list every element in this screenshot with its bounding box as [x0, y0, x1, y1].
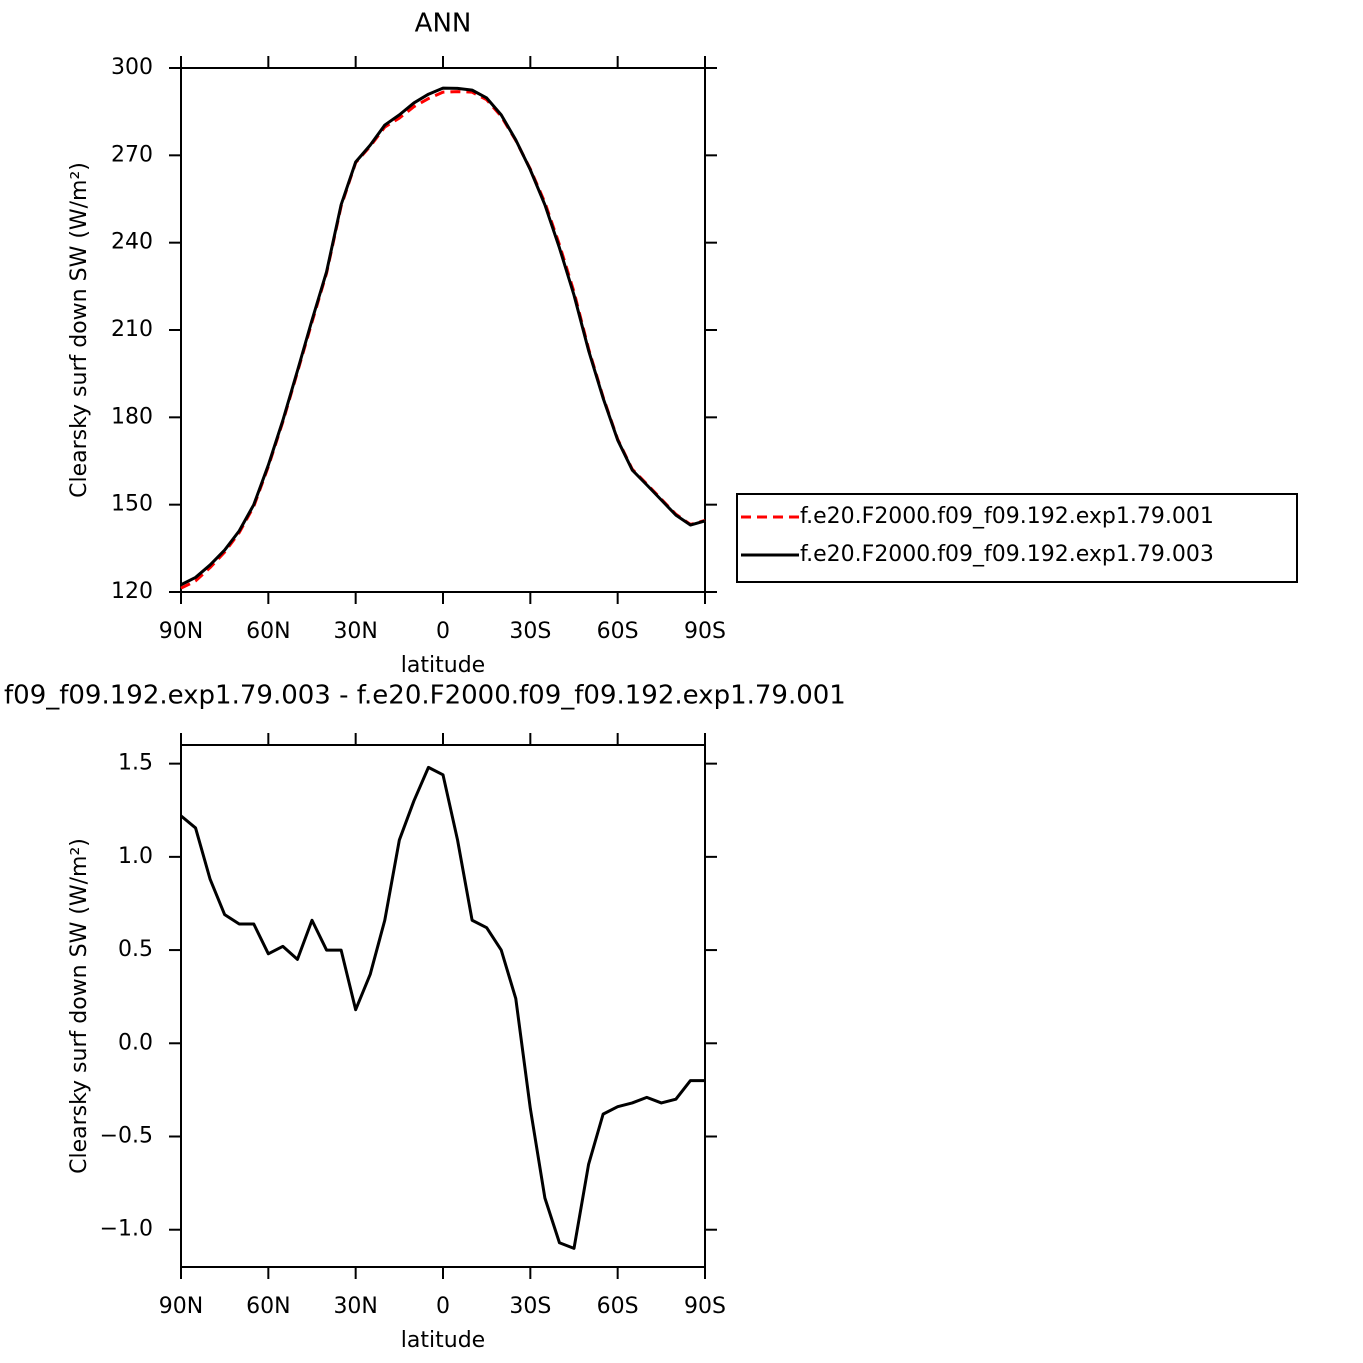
x-tick-label: 60S: [597, 1294, 639, 1319]
y-tick-label: 300: [111, 55, 153, 80]
y-tick-label: 180: [111, 404, 153, 429]
x-tick-label: 90N: [159, 1294, 203, 1319]
legend-label: f.e20.F2000.f09_f09.192.exp1.79.001: [800, 504, 1214, 529]
x-tick-label: 90S: [684, 619, 726, 644]
y-axis-label: Clearsky surf down SW (W/m²): [67, 162, 92, 498]
x-tick-label: 60N: [246, 1294, 290, 1319]
x-axis-label: latitude: [401, 1328, 485, 1353]
x-tick-label: 30S: [509, 619, 551, 644]
x-tick-label: 60N: [246, 619, 290, 644]
y-tick-label: −0.5: [100, 1124, 153, 1149]
x-tick-label: 0: [436, 619, 450, 644]
data-line: [180, 765, 705, 1250]
plot-frame: [180, 744, 706, 1268]
x-tick-label: 30S: [509, 1294, 551, 1319]
y-tick-label: 210: [111, 317, 153, 342]
x-tick-label: 60S: [597, 619, 639, 644]
x-tick-label: 90S: [684, 1294, 726, 1319]
y-tick-label: 1.5: [118, 751, 153, 776]
data-line: [180, 90, 706, 590]
y-tick-label: 0.5: [118, 937, 153, 962]
y-tick-label: −1.0: [100, 1217, 153, 1242]
y-tick-label: 1.0: [118, 844, 153, 869]
plot-frame: [180, 67, 706, 593]
legend-label: f.e20.F2000.f09_f09.192.exp1.79.003: [800, 542, 1214, 567]
chart-title: f09_f09.192.exp1.79.003 - f.e20.F2000.f0…: [4, 681, 846, 711]
y-tick-label: 270: [111, 142, 153, 167]
y-tick-label: 120: [111, 579, 153, 604]
chart-title: ANN: [415, 9, 472, 39]
y-tick-label: 150: [111, 492, 153, 517]
x-tick-label: 0: [436, 1294, 450, 1319]
y-tick-label: 0.0: [118, 1030, 153, 1055]
data-line: [180, 86, 706, 587]
x-tick-label: 30N: [333, 1294, 377, 1319]
y-tick-label: 240: [111, 230, 153, 255]
y-axis-label: Clearsky surf down SW (W/m²): [67, 838, 92, 1174]
legend-box: [736, 493, 1298, 583]
x-axis-label: latitude: [401, 653, 485, 678]
x-tick-label: 30N: [333, 619, 377, 644]
x-tick-label: 90N: [159, 619, 203, 644]
